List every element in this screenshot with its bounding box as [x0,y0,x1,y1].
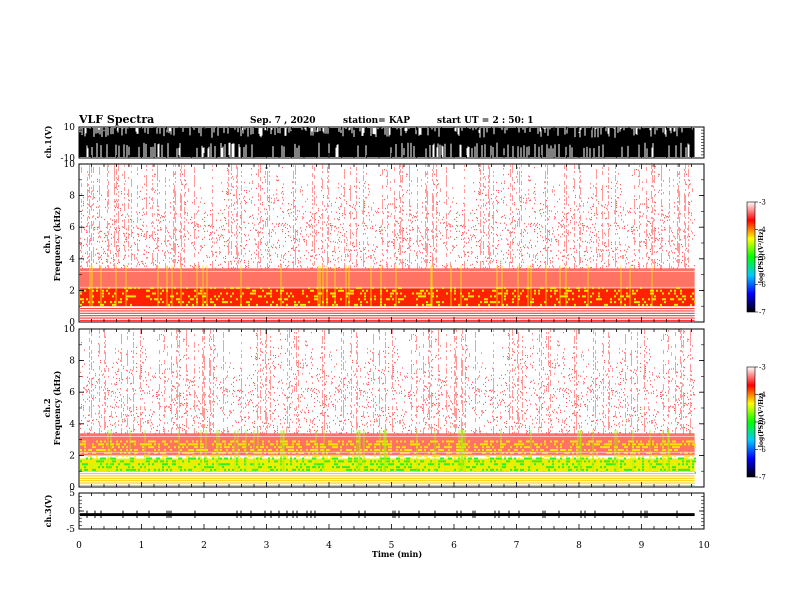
ch2-spectrogram-panel: 0 2 4 6 8 10 [64,325,705,493]
colorbar-tick-label: -4 [759,226,766,234]
ch1-colorbar: -3 -4 -5 -6 -7 [746,199,766,317]
ch2-frequency-ylabel: Frequency (kHz) [52,370,62,445]
x-tick-label: 4 [326,541,332,551]
mid-band [80,268,695,291]
colorbar-tick-label: -7 [759,474,766,482]
y-tick-label: 0 [69,507,75,517]
colorbar-gradient [746,366,756,478]
ch1-waveform-panel: 10 -10 [61,123,705,164]
y-tick-label: 5 [69,489,75,499]
x-tick-label: 3 [264,541,270,551]
time-axis: 0 1 2 3 4 5 6 7 8 9 10 [76,541,710,551]
y-tick-label: 6 [69,223,75,233]
spectrogram-image [80,328,696,487]
x-tick-label: 2 [201,541,207,551]
colorbar-tick-label: -4 [759,391,766,399]
y-tick-label: 2 [69,451,75,461]
spectrogram-image [80,163,696,322]
y-tick-label: 10 [64,160,76,170]
ch2-colorbar-label: log(PSD)(V²/Hz) [758,393,765,448]
colorbar-tick-label: -6 [759,446,766,454]
ch2-spectrogram-ylabel: ch.2 [42,398,52,417]
sferic-streaks [107,430,670,472]
y-tick-label: 6 [69,388,75,398]
y-tick-label: 2 [69,286,75,296]
x-tick-label: 8 [576,541,582,551]
ch3-waveform-frame [78,492,705,530]
y-tick-label: 8 [69,357,75,367]
ch1-colorbar-label: log(PSD)(V²/Hz) [758,229,765,284]
colorbar-tick-label: -3 [759,364,766,372]
colorbar-gradient [746,201,756,313]
ch3-waveform-ylabel: ch.3(V) [43,494,53,527]
ch3-waveform-panel: 5 0 -5 [66,489,705,535]
x-tick-label: 10 [698,541,710,551]
y-tick-label: 8 [69,192,75,202]
x-axis-label: Time (min) [372,549,422,559]
header-station: station= KAP [343,116,410,126]
x-tick-label: 6 [451,541,457,551]
colorbar-tick-label: -5 [759,419,766,427]
yellow-intensity [80,286,696,309]
x-tick-label: 7 [514,541,520,551]
low-freq-base [80,306,695,322]
x-tick-label: 1 [139,541,145,551]
y-tick-label: 10 [64,123,76,133]
ch2-colorbar: -3 -4 -5 -6 -7 [746,364,766,482]
high-frequency-emission [80,163,695,271]
colorbar-tick-label: -3 [759,199,766,207]
y-tick-label: 10 [64,325,76,335]
y-tick-label: 0 [69,318,75,328]
ch1-waveform-ylabel: ch.1(V) [43,125,53,158]
ch3-waveform-trace [80,513,695,517]
colorbar-tick-label: -5 [759,254,766,262]
header-start-time: start UT = 2 : 50: 1 [437,116,534,126]
ch1-waveform-trace [79,127,695,157]
colorbar-tick-label: -7 [759,309,766,317]
x-tick-label: 0 [76,541,82,551]
y-tick-label: -10 [61,154,76,164]
ch1-spectrogram-ylabel: ch.1 [42,234,52,253]
x-tick-label: 9 [639,541,645,551]
sferic-streaks [89,265,653,307]
high-frequency-emission [80,328,695,436]
x-tick-label: 5 [389,541,395,551]
low-freq-base [80,471,695,487]
colorbar-tick-label: -6 [759,281,766,289]
y-tick-label: 4 [69,420,75,430]
header-date: Sep. 7 , 2020 [250,116,316,126]
ch1-frequency-ylabel: Frequency (kHz) [52,206,62,281]
y-tick-label: -5 [66,525,75,535]
y-tick-label: 4 [69,255,75,265]
chart-title: VLF Spectra [78,113,154,126]
ch1-spectrogram-panel: 0 2 4 6 8 10 [64,160,705,328]
ch3-waveform-spikes [86,510,678,518]
y-tick-label: 0 [69,483,75,493]
yellow-intensity [80,440,696,474]
